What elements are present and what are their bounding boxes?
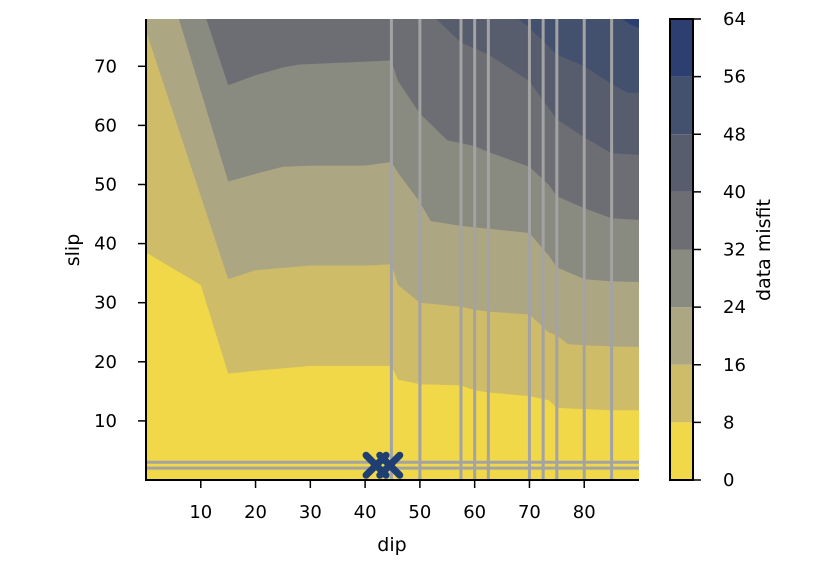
colorbar-tick-label: 56 xyxy=(723,67,746,88)
colorbar-tick-label: 16 xyxy=(723,355,746,376)
y-tick-label: 20 xyxy=(94,352,117,373)
x-tick-label: 80 xyxy=(573,502,596,523)
y-tick-label: 10 xyxy=(94,411,117,432)
colorbar-segment-2 xyxy=(670,307,693,365)
x-axis-label: dip xyxy=(377,534,406,556)
colorbar-tick-label: 24 xyxy=(723,297,746,318)
contour-band-7 xyxy=(622,19,639,28)
colorbar: 0 8 16 24 32 40 48 56 64 xyxy=(669,9,746,491)
colorbar-tick-label: 40 xyxy=(723,182,746,203)
markers xyxy=(362,451,404,479)
x-tick-label: 40 xyxy=(354,502,377,523)
colorbar-segment-0 xyxy=(670,422,693,480)
colorbar-tick-label: 64 xyxy=(723,9,746,30)
colorbar-segment-1 xyxy=(670,364,693,423)
y-axis-label: slip xyxy=(62,234,84,267)
y-tick-label: 50 xyxy=(94,174,117,195)
marker-x-1 xyxy=(376,451,404,479)
overlay-lines xyxy=(146,19,639,480)
x-tick-label: 20 xyxy=(244,502,267,523)
y-tick-label: 70 xyxy=(94,56,117,77)
colorbar-segment-5 xyxy=(670,134,693,192)
x-tick-label: 70 xyxy=(518,502,541,523)
colorbar-segment-4 xyxy=(670,191,693,250)
x-tick-label: 30 xyxy=(299,502,322,523)
colorbar-tick-label: 48 xyxy=(723,124,746,145)
colorbar-tick-label: 32 xyxy=(723,240,746,261)
y-tick-label: 40 xyxy=(94,234,117,255)
colorbar-segment-6 xyxy=(670,76,693,135)
x-tick-label: 10 xyxy=(189,502,212,523)
colorbar-tick-label: 8 xyxy=(723,412,734,433)
colorbar-label: data misfit xyxy=(753,199,775,301)
x-tick-label: 50 xyxy=(408,502,431,523)
x-tick-label: 60 xyxy=(463,502,486,523)
contour-band-6 xyxy=(518,19,639,93)
colorbar-segment-7 xyxy=(670,19,693,77)
colorbar-tick-label: 0 xyxy=(723,470,734,491)
axes: 10 20 30 40 50 60 70 80 10 20 30 40 50 60 70 xyxy=(94,19,639,523)
y-tick-label: 30 xyxy=(94,293,117,314)
y-tick-label: 60 xyxy=(94,115,117,136)
colorbar-segment-3 xyxy=(670,249,693,308)
